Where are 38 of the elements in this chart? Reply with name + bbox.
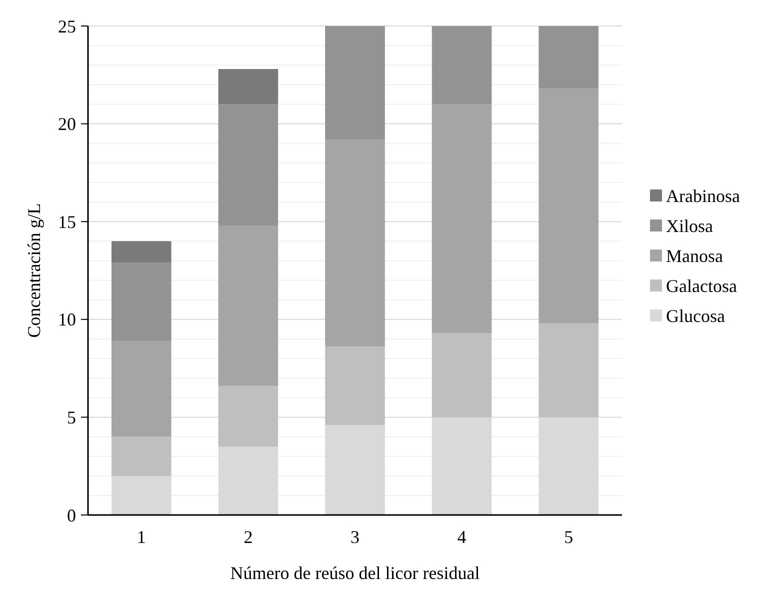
bar <box>218 104 278 226</box>
bar <box>538 323 599 418</box>
y-axis-title: Concentración g/L <box>24 203 44 338</box>
bar <box>218 69 278 104</box>
y-tick-label: 10 <box>58 310 76 330</box>
bar <box>432 26 492 104</box>
bar <box>218 226 278 386</box>
x-tick-label: 3 <box>350 527 360 547</box>
x-tick-label: 1 <box>136 527 146 547</box>
x-tick-label: 5 <box>564 527 574 547</box>
bar <box>218 386 278 447</box>
y-tick-label: 20 <box>58 114 76 134</box>
x-tick-label: 2 <box>244 527 253 547</box>
y-tick-label: 15 <box>58 212 76 232</box>
bar <box>432 333 492 418</box>
bar <box>325 26 385 140</box>
bar <box>325 139 385 347</box>
bar <box>325 425 385 515</box>
y-tick-label: 25 <box>58 16 76 36</box>
legend-label: Xilosa <box>666 216 714 236</box>
bar <box>111 241 172 263</box>
legend-label: Galactosa <box>666 276 737 296</box>
x-tick-label: 4 <box>457 527 466 547</box>
x-axis-title: Número de reúso del licor residual <box>230 563 480 583</box>
bar <box>111 476 172 515</box>
legend-label: Manosa <box>666 246 723 266</box>
bar <box>325 346 385 426</box>
bar <box>538 26 599 89</box>
bar <box>111 436 172 476</box>
bar <box>111 340 172 437</box>
y-tick-label: 5 <box>67 408 76 428</box>
bar <box>111 262 172 341</box>
bar <box>432 104 492 334</box>
bar <box>218 446 278 515</box>
legend-label: Arabinosa <box>666 186 740 206</box>
legend-label: Glucosa <box>666 306 725 326</box>
bar <box>538 88 599 324</box>
y-tick-label: 0 <box>67 505 76 526</box>
